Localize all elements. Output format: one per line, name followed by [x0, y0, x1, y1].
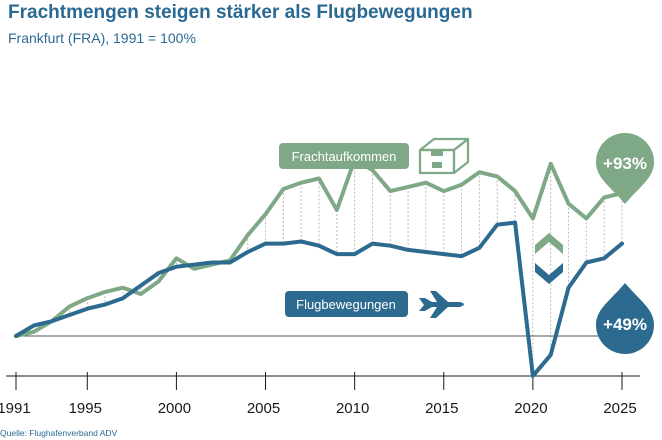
- fracht-change-bubble: +93%: [596, 133, 654, 204]
- chart-subtitle: Frankfurt (FRA), 1991 = 100%: [8, 30, 196, 46]
- dotted-connectors: [33, 159, 623, 376]
- flug-change-bubble: +49%: [596, 283, 654, 354]
- cargo-box-icon: [418, 137, 470, 175]
- down-chevron-icon: [535, 263, 563, 284]
- fracht-change-text: +93%: [603, 154, 647, 173]
- x-tick-label: 2025: [603, 400, 636, 417]
- airplane-icon: [419, 291, 464, 318]
- flug-label-text: Flugbewegungen: [296, 297, 396, 312]
- fracht-label: Frachtaufkommen: [279, 143, 409, 169]
- fracht-label-text: Frachtaufkommen: [292, 149, 397, 164]
- x-tick-label: 2010: [336, 400, 369, 417]
- flug-change-text: +49%: [603, 315, 647, 334]
- x-tick-label: 1995: [69, 400, 102, 417]
- fracht-series-line: [14, 157, 624, 338]
- source-note: Quelle: Flughafenverband ADV: [0, 428, 118, 438]
- flug-label: Flugbewegungen: [285, 291, 408, 317]
- flug-label-bg: [285, 291, 408, 317]
- up-chevron-icon: [535, 233, 563, 254]
- x-tick-label: 1991: [0, 400, 31, 417]
- chart-title: Frachtmengen steigen stärker als Flugbew…: [8, 2, 473, 23]
- x-tick-label: 2020: [514, 400, 547, 417]
- x-axis-ticks: 1991 1995 2000 2005 2010 2015 2020 2025: [0, 372, 637, 417]
- x-tick-label: 2015: [425, 400, 458, 417]
- x-tick-label: 2000: [158, 400, 191, 417]
- flug-series-line: [14, 220, 624, 378]
- series-lines: [14, 157, 624, 378]
- x-tick-label: 2005: [247, 400, 280, 417]
- fracht-label-bg: [279, 143, 409, 169]
